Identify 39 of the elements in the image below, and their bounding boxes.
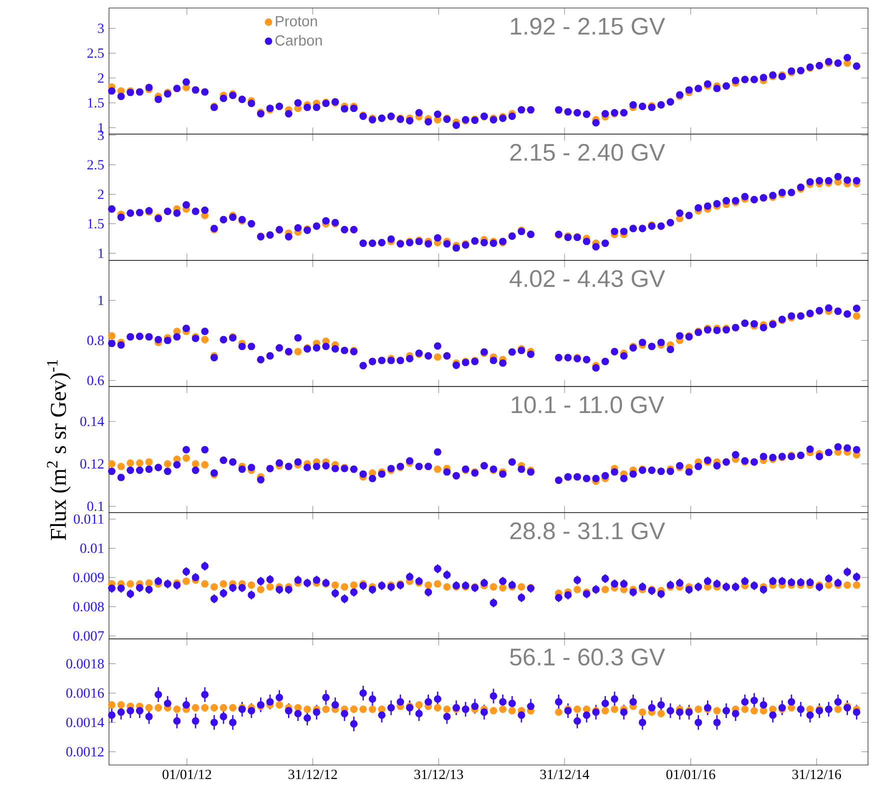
y-tick-label: 0.0016 <box>66 688 104 698</box>
x-tick-label: 01/01/16 <box>666 770 716 780</box>
y-tick-label: 2 <box>98 73 104 83</box>
chart-title: 2.15 - 2.40 GV <box>510 144 666 161</box>
y-tick-label: 0.1 <box>87 502 104 512</box>
y-tick-label: 0.0014 <box>66 718 104 728</box>
chart-title: 10.1 - 11.0 GV <box>512 396 664 414</box>
y-tick-label: 1.5 <box>88 98 104 108</box>
y-tick-label: 3 <box>98 24 104 34</box>
y-tick-label: 0.01 <box>80 544 104 554</box>
y-tick-label: 0.011 <box>74 514 104 524</box>
y-tick-label: 2.5 <box>87 160 104 170</box>
x-tick-label: 31/12/12 <box>288 770 337 780</box>
y-tick-label: 0.8 <box>87 336 104 346</box>
y-tick-label: 1 <box>98 123 104 132</box>
y-tick-label: 0.0012 <box>66 747 104 757</box>
chart-title: 1.92 - 2.15 GV <box>510 18 666 35</box>
y-tick-label: 1 <box>98 296 104 305</box>
y-tick-label: 1 <box>98 248 104 258</box>
chart-title: 4.02 - 4.43 GV <box>510 270 666 288</box>
x-tick-label: 31/12/13 <box>414 770 464 780</box>
y-tick-label: 0.6 <box>87 376 104 386</box>
y-tick-label: 2 <box>98 190 104 199</box>
chart-title: 28.8 - 31.1 GV <box>510 522 666 540</box>
legend-label: Proton <box>276 16 317 26</box>
y-tick-label: 2.5 <box>87 48 104 58</box>
y-axis-title: Flux (m$^{2}$ s sr Gev)$^{-1}$ <box>46 360 71 540</box>
chart-title: 56.1 - 60.3 GV <box>510 648 666 666</box>
y-tick-label: 0.0018 <box>66 659 104 668</box>
y-tick-label: 0.007 <box>73 631 104 641</box>
x-tick-label: 31/12/14 <box>540 770 590 780</box>
x-tick-label: 01/01/12 <box>162 770 212 780</box>
y-tick-label: 0.14 <box>80 416 104 426</box>
x-tick-label: 31/12/16 <box>792 770 842 780</box>
legend-label: Carbon <box>275 34 322 46</box>
y-tick-label: 0.009 <box>73 572 104 582</box>
y-tick-label: 0.12 <box>80 459 104 469</box>
y-tick-label: 0.008 <box>73 602 104 612</box>
y-tick-label: 1.5 <box>88 219 104 228</box>
